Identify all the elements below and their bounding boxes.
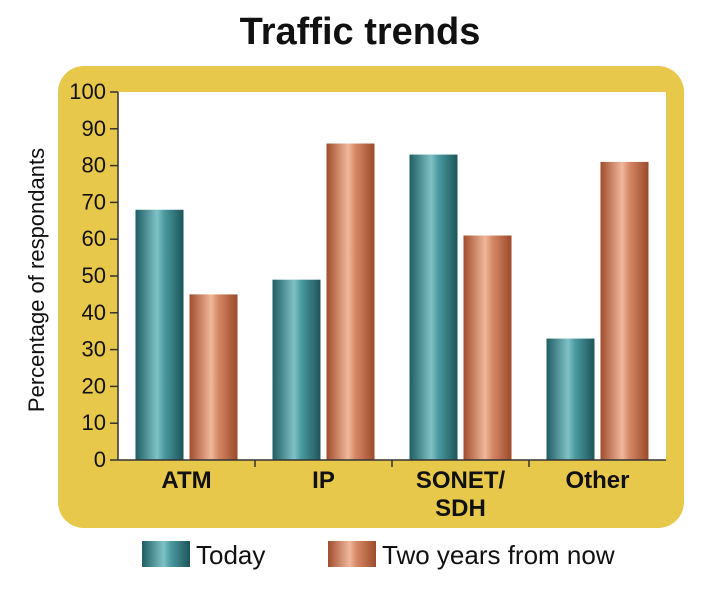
category-label-ip: IP [312,467,335,494]
y-tick-label: 100 [69,79,106,104]
y-tick-label: 20 [82,373,106,398]
bar-other-two-years-from-now [600,161,649,461]
y-tick-label: 40 [82,300,106,325]
bar-other-today [546,338,595,460]
y-tick-label: 50 [82,263,106,288]
legend-label-two-years-from-now: Two years from now [382,540,615,570]
legend-label-today: Today [196,540,265,570]
bar-ip-two-years-from-now [326,143,375,460]
y-tick-label: 90 [82,116,106,141]
bar-sonet-sdh-two-years-from-now [463,235,512,460]
y-tick-label: 0 [94,447,106,472]
y-tick-label: 60 [82,226,106,251]
y-tick-label: 10 [82,410,106,435]
bar-atm-today [135,209,184,460]
category-label-atm: ATM [161,467,211,494]
legend: Today Two years from now [142,540,615,570]
y-axis-label: Percentage of respondants [24,148,49,412]
chart-title: Traffic trends [240,11,481,53]
y-tick-label: 80 [82,153,106,178]
category-label-sonet-sdh: SONET/SDH [416,467,506,522]
y-tick-label: 30 [82,337,106,362]
category-label-other: Other [565,467,629,494]
bar-atm-two-years-from-now [189,294,238,460]
y-tick-label: 70 [82,189,106,214]
bar-sonet-sdh-today [409,154,458,460]
legend-swatch-two-years-from-now [328,541,376,567]
legend-swatch-today [142,541,190,567]
bar-ip-today [272,279,321,460]
